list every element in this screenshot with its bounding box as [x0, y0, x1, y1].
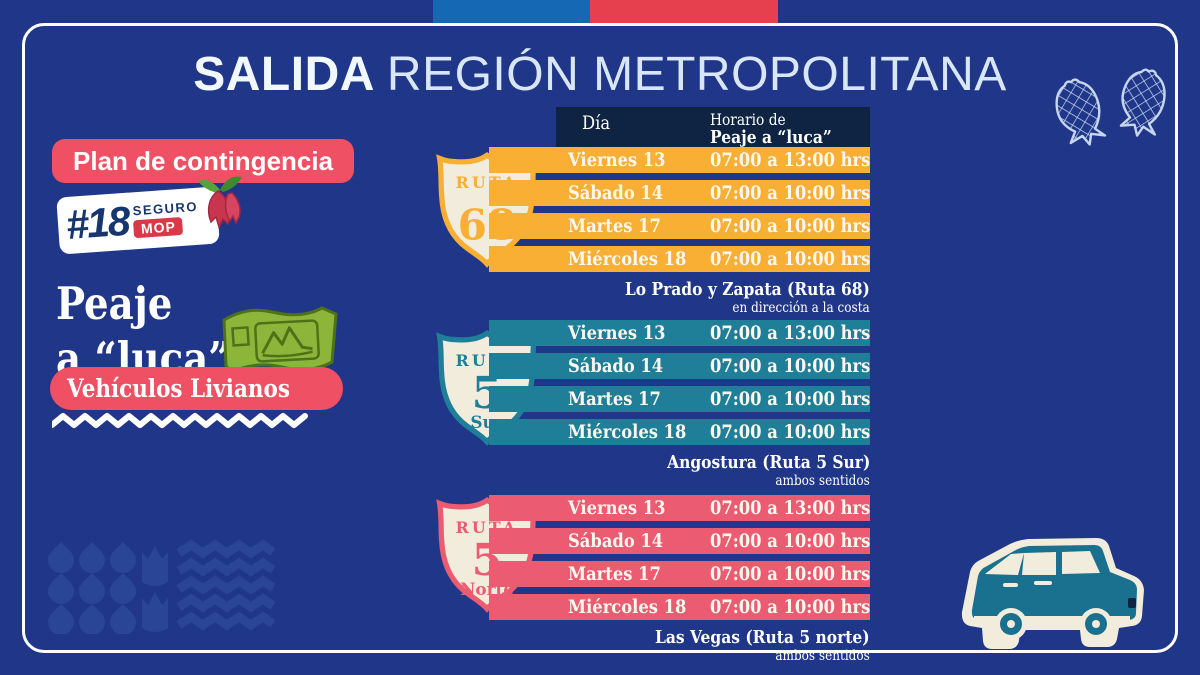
time-cell: 07:00 a 10:00 hrs: [710, 530, 871, 552]
day-cell: Viernes 13: [568, 322, 666, 344]
day-cell: Miércoles 18: [568, 596, 687, 618]
day-cell: Viernes 13: [568, 497, 666, 519]
page-title: SALIDA REGIÓN METROPOLITANA: [0, 48, 1200, 102]
copihue-net-icon: [1055, 68, 1166, 146]
corner-pattern: [48, 540, 275, 634]
title-salida: SALIDA: [193, 48, 375, 101]
time-cell: 07:00 a 10:00 hrs: [710, 248, 871, 270]
schedule-table-header: Día Horario de Peaje a “luca”: [556, 107, 870, 148]
border-frame: [22, 23, 1178, 653]
route-5-sur-table: RUTA 5 Sur Viernes 13 07:00 a 13:00 hrs S…: [434, 320, 870, 490]
day-cell: Sábado 14: [568, 530, 664, 552]
time-cell: 07:00 a 13:00 hrs: [710, 322, 871, 344]
day-cell: Viernes 13: [568, 149, 666, 171]
day-cell: Sábado 14: [568, 355, 664, 377]
copihue-flowers-icon: [198, 176, 242, 230]
time-cell: 07:00 a 10:00 hrs: [710, 388, 871, 410]
zigzag-divider: [52, 413, 308, 428]
table-row: Viernes 13 07:00 a 13:00 hrs: [489, 320, 870, 346]
table-row: Sábado 14 07:00 a 10:00 hrs: [489, 353, 870, 379]
route-5-sur-rows: Viernes 13 07:00 a 13:00 hrs Sábado 14 07:…: [489, 320, 870, 445]
vehicles-badge-label: Vehículos Livianos: [67, 374, 290, 403]
day-cell: Martes 17: [568, 563, 661, 585]
table-row: Miércoles 18 07:00 a 10:00 hrs: [489, 246, 870, 272]
vehicles-badge: Vehículos Livianos: [50, 367, 344, 410]
chile-flag-red-bar: [590, 0, 778, 23]
toll-plaza-name: Las Vegas (Ruta 5 norte): [655, 627, 870, 648]
table-row: Martes 17 07:00 a 10:00 hrs: [489, 213, 870, 239]
table-row: Miércoles 18 07:00 a 10:00 hrs: [489, 419, 870, 445]
day-cell: Martes 17: [568, 388, 661, 410]
time-cell: 07:00 a 10:00 hrs: [710, 182, 871, 204]
time-cell: 07:00 a 10:00 hrs: [710, 421, 871, 443]
table-row: Miércoles 18 07:00 a 10:00 hrs: [489, 594, 870, 620]
day-cell: Miércoles 18: [568, 421, 687, 443]
schedule-column-header: Horario de Peaje a “luca”: [710, 110, 832, 148]
logo-18-number: #18: [64, 197, 131, 248]
table-row: Martes 17 07:00 a 10:00 hrs: [489, 386, 870, 412]
time-cell: 07:00 a 10:00 hrs: [710, 596, 871, 618]
time-cell: 07:00 a 10:00 hrs: [710, 563, 871, 585]
table-row: Viernes 13 07:00 a 13:00 hrs: [489, 147, 870, 173]
day-cell: Sábado 14: [568, 182, 664, 204]
table-row: Sábado 14 07:00 a 10:00 hrs: [489, 528, 870, 554]
toll-plaza-note: ambos sentidos: [775, 648, 870, 664]
title-region: REGIÓN METROPOLITANA: [386, 48, 1007, 101]
day-cell: Martes 17: [568, 215, 661, 237]
day-column-header: Día: [582, 112, 611, 134]
toll-plaza-note: en dirección a la costa: [732, 300, 870, 316]
route-68-table: RUTA 68 Viernes 13 07:00 a 13:00 hrs Sába…: [434, 147, 870, 317]
table-row: Martes 17 07:00 a 10:00 hrs: [489, 561, 870, 587]
toll-plaza-note: ambos sentidos: [775, 473, 870, 489]
logo-seguro-label: SEGURO: [132, 198, 199, 219]
toll-plaza-name: Angostura (Ruta 5 Sur): [666, 452, 870, 473]
route-68-footer: Lo Prado y Zapata (Ruta 68) en dirección…: [489, 279, 870, 317]
contingency-badge: Plan de contingencia: [52, 139, 355, 183]
table-row: Sábado 14 07:00 a 10:00 hrs: [489, 180, 870, 206]
toll-plaza-name: Lo Prado y Zapata (Ruta 68): [625, 279, 870, 300]
route-5-norte-footer: Las Vegas (Ruta 5 norte) ambos sentidos: [489, 627, 870, 665]
money-bill-icon: [222, 306, 338, 374]
time-cell: 07:00 a 10:00 hrs: [710, 355, 871, 377]
logo-mop-badge: MOP: [133, 216, 184, 239]
route-5-sur-footer: Angostura (Ruta 5 Sur) ambos sentidos: [489, 452, 870, 490]
time-cell: 07:00 a 10:00 hrs: [710, 215, 871, 237]
chile-flag-blue-bar: [433, 0, 590, 23]
day-cell: Miércoles 18: [568, 248, 687, 270]
route-5-norte-table: RUTA 5 Norte Viernes 13 07:00 a 13:00 hrs…: [434, 495, 870, 665]
time-cell: 07:00 a 13:00 hrs: [710, 149, 871, 171]
toll-title-line1: Peaje: [56, 277, 173, 330]
time-cell: 07:00 a 13:00 hrs: [710, 497, 871, 519]
car-icon: [961, 538, 1144, 649]
table-row: Viernes 13 07:00 a 13:00 hrs: [489, 495, 870, 521]
contingency-badge-label: Plan de contingencia: [73, 146, 334, 176]
route-5-norte-rows: Viernes 13 07:00 a 13:00 hrs Sábado 14 07:…: [489, 495, 870, 620]
route-68-rows: Viernes 13 07:00 a 13:00 hrs Sábado 14 07:…: [489, 147, 870, 272]
